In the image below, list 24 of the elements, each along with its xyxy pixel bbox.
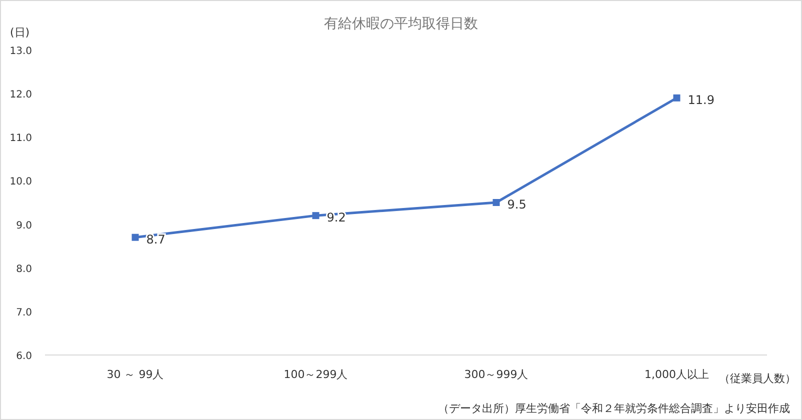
y-tick-label: 7.0 [16,307,32,318]
x-tick-label: 100～299人 [284,368,348,381]
y-tick-label: 13.0 [10,46,32,57]
y-axis-title: (日) [10,26,30,39]
data-label: 8.7 [146,232,166,246]
point [312,212,320,220]
x-axis-title: （従業員人数） [719,372,796,385]
y-tick-label: 9.0 [16,220,32,232]
point [132,234,139,241]
data-label: 11.9 [688,92,714,107]
chart-title: 有給休暇の平均取得日数 [324,16,478,32]
x-tick-label: 30 ～ 99人 [106,368,164,381]
y-tick-label: 10.0 [10,176,32,188]
data-label: 9.5 [507,198,526,212]
data-label: 9.2 [326,210,346,225]
y-tick-label: 6.0 [16,351,32,362]
point [673,94,680,102]
x-tick-label: 300～999人 [464,368,528,381]
text: （データ出所）厚生労働省「令和２年就労条件総合調査」より安田作成 [438,402,790,415]
y-tick-label: 11.0 [10,133,32,144]
x-tick-label: 1,000人以上 [644,368,709,381]
point [492,199,500,206]
y-tick-label: 8.0 [16,264,32,275]
y-tick-label: 12.0 [10,90,32,101]
